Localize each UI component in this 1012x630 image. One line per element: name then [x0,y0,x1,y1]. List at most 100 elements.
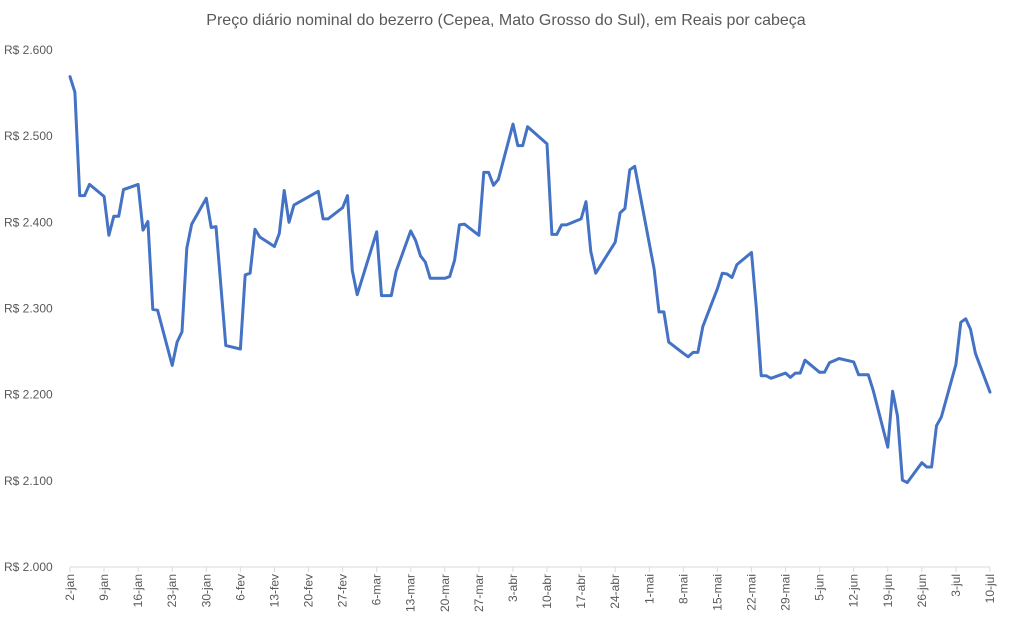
data-point [623,207,626,210]
data-point [555,233,558,236]
data-point [755,306,758,309]
data-point [580,217,583,220]
data-point [380,294,383,297]
x-tick-label: 29-mai [779,574,793,611]
data-point [278,232,281,235]
data-point [249,272,252,275]
data-point [185,247,188,250]
data-point [789,376,792,379]
data-point [322,217,325,220]
data-point [901,479,904,482]
data-point [726,273,729,276]
data-point [930,466,933,469]
data-point [585,200,588,203]
x-tick-label: 2-jan [63,574,77,601]
data-point [940,416,943,419]
data-point [492,184,495,187]
data-point [828,361,831,364]
x-tick-label: 23-jan [165,574,179,607]
data-point [224,344,227,347]
data-point [477,234,480,237]
data-point [886,446,889,449]
x-tick-label: 19-jun [881,574,895,607]
data-point [823,371,826,374]
data-point [521,144,524,147]
data-point [112,215,115,218]
data-point [385,294,388,297]
x-tick-label: 27-fev [336,574,350,607]
data-point [526,125,529,128]
data-point [974,352,977,355]
x-tick-label: 12-jun [847,574,861,607]
data-point [156,309,159,312]
x-tick-label: 1-mai [642,574,656,604]
data-point [254,228,257,231]
data-point [959,321,962,324]
data-point [215,225,218,228]
x-tick-label: 10-jul [983,574,997,603]
y-tick-label: R$ 2.000 [4,560,53,574]
data-point [765,374,768,377]
data-point [633,165,636,168]
data-point [896,415,899,418]
y-tick-label: R$ 2.600 [4,43,53,57]
data-point [317,190,320,193]
data-point [205,197,208,200]
data-point [546,142,549,145]
data-point [137,183,140,186]
data-point [735,263,738,266]
data-point [356,293,359,296]
data-point [692,351,695,354]
data-point [69,75,72,78]
x-tick-label: 20-fev [302,574,316,607]
series-group [68,75,992,485]
data-point [83,194,86,197]
data-point [760,374,763,377]
x-tick-label: 20-mar [438,574,452,612]
x-tick-label: 27-mar [472,574,486,612]
data-point [142,229,145,232]
y-tick-label: R$ 2.400 [4,215,53,229]
data-point [458,223,461,226]
data-point [210,226,213,229]
data-point [701,325,704,328]
data-point [419,254,422,257]
data-point [239,348,242,351]
data-point [969,328,972,331]
data-point [181,330,184,333]
x-tick-label: 6-mar [370,574,384,605]
data-point [103,195,106,198]
data-point [429,277,432,280]
data-point [190,223,193,226]
x-tick-label: 22-mai [744,574,758,611]
data-point [954,363,957,366]
chart-title: Preço diário nominal do bezerro (Cepea, … [206,12,806,29]
data-point [662,310,665,313]
data-point [862,373,865,376]
data-point [117,215,120,218]
data-point [327,217,330,220]
x-tick-label: 8-mai [676,574,690,604]
data-point [146,220,149,223]
data-point [351,269,354,272]
data-point [107,234,110,237]
data-point [794,372,797,375]
data-point [716,287,719,290]
x-tick-label: 26-jun [915,574,929,607]
data-point [964,317,967,320]
x-axis: 2-jan 9-jan 16-jan 23-jan 30-jan 6-fev 13-fev 2… [63,566,997,612]
data-point [288,221,291,224]
data-point [838,357,841,360]
data-point [346,194,349,197]
x-tick-label: 6-fev [233,574,247,601]
data-point [463,223,466,226]
x-tick-label: 17-abr [574,574,588,609]
data-point [516,144,519,147]
data-point [784,372,787,375]
x-tick-label: 16-jan [131,574,145,607]
data-point [244,273,247,276]
x-tick-label: 24-abr [608,574,622,609]
y-tick-label: R$ 2.500 [4,129,53,143]
data-point [721,272,724,275]
